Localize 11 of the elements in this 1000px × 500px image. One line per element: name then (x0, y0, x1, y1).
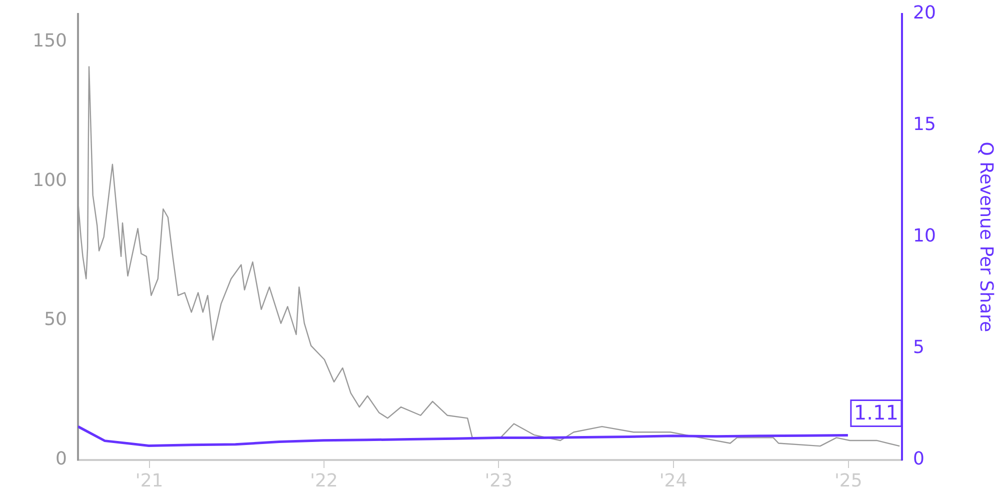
y2-axis-title: Q Revenue Per Share (976, 142, 997, 332)
y2-tick-label: 5 (913, 337, 924, 358)
y-tick-label: 100 (32, 170, 67, 191)
y-tick-label: 50 (44, 309, 67, 330)
data-label: 1.11 (854, 400, 898, 424)
y-tick-label: 0 (56, 448, 67, 470)
y2-tick-label: 15 (913, 114, 936, 136)
y-tick-label: 150 (32, 30, 67, 52)
y2-tick-label: 10 (913, 226, 936, 247)
y2-tick-label: 20 (913, 2, 936, 24)
y2-tick-label: 0 (913, 448, 924, 470)
